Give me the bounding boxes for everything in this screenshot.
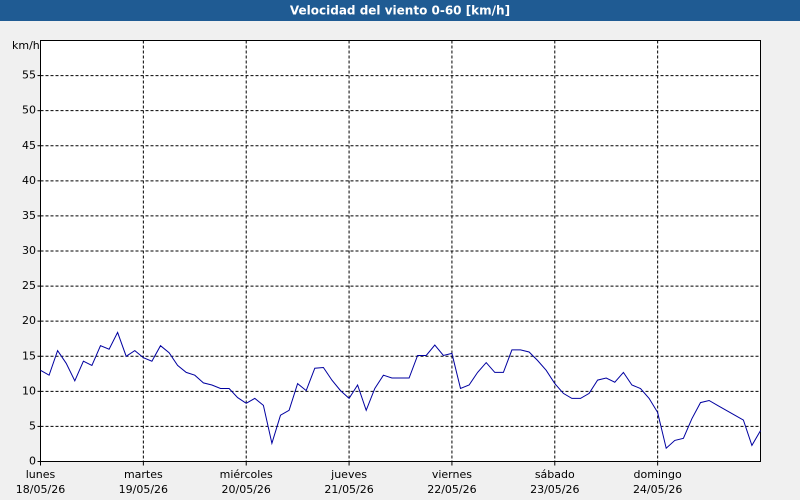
y-tick-label: 0: [29, 455, 36, 468]
data-line: [40, 331, 761, 450]
x-tick-date: 19/05/26: [119, 483, 168, 496]
x-tick-label: domingo: [634, 468, 682, 481]
y-tick-label: 55: [22, 69, 36, 82]
y-axis-label: km/h: [12, 39, 40, 52]
x-tick-date: 24/05/26: [633, 483, 682, 496]
x-tick-date: 23/05/26: [530, 483, 579, 496]
y-tick-label: 15: [22, 349, 36, 362]
x-tick-label: viernes: [432, 468, 472, 481]
y-tick-label: 30: [22, 244, 36, 257]
y-tick-label: 10: [22, 384, 36, 397]
chart-title: Velocidad del viento 0-60 [km/h]: [290, 4, 510, 18]
x-tick-label: miércoles: [220, 468, 273, 481]
x-tick-label: martes: [124, 468, 163, 481]
x-tick-date: 18/05/26: [16, 483, 65, 496]
x-tick-date: 22/05/26: [427, 483, 476, 496]
y-tick-label: 40: [22, 174, 36, 187]
y-tick-label: 45: [22, 139, 36, 152]
x-tick-label: jueves: [330, 468, 367, 481]
x-tick-date: 20/05/26: [222, 483, 271, 496]
y-tick-label: 25: [22, 279, 36, 292]
x-tick-label: sábado: [535, 468, 575, 481]
title-bar: [0, 0, 800, 21]
y-tick-label: 50: [22, 104, 36, 117]
y-tick-label: 20: [22, 314, 36, 327]
x-tick-label: lunes: [26, 468, 56, 481]
y-tick-label: 5: [29, 419, 36, 432]
x-tick-date: 21/05/26: [324, 483, 373, 496]
y-tick-label: 35: [22, 209, 36, 222]
